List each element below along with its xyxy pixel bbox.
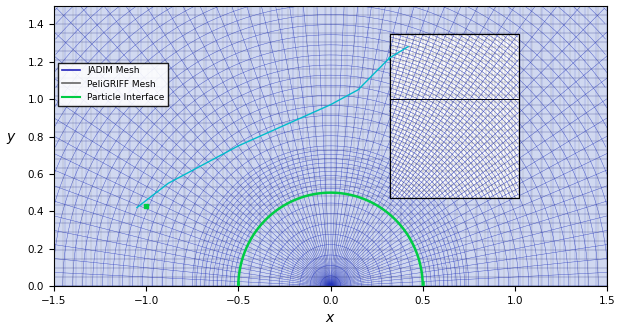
Y-axis label: $y$: $y$	[6, 131, 16, 146]
Bar	[389, 34, 519, 198]
X-axis label: $x$: $x$	[325, 311, 336, 325]
Legend: JADIM Mesh, PeliGRIFF Mesh, Particle Interface: JADIM Mesh, PeliGRIFF Mesh, Particle Int…	[58, 63, 168, 106]
Bar	[389, 34, 519, 198]
